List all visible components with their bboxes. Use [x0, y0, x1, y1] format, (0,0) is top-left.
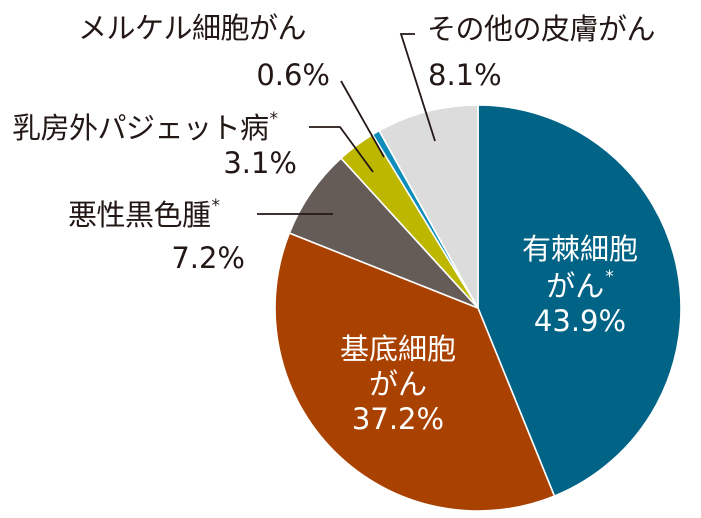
- label-melanoma-name: 悪性黒色腫*: [68, 198, 220, 230]
- label-paget-text: 乳房外パジェット病: [12, 111, 269, 145]
- label-other-name: その他の皮膚がん: [427, 12, 656, 46]
- leader-line-other: [399, 33, 436, 142]
- label-squamous-line2: がん*: [500, 267, 660, 304]
- asterisk-mark: *: [211, 196, 221, 216]
- asterisk-mark: *: [269, 109, 279, 129]
- leader-line-paget: [309, 126, 374, 173]
- label-paget-pct: 3.1%: [223, 146, 297, 180]
- label-squamous-line1: 有棘細胞: [521, 232, 638, 266]
- label-merkel-text: メルケル細胞がん: [78, 11, 307, 45]
- label-squamous-line2-text: がん: [546, 268, 605, 303]
- asterisk-mark: *: [605, 266, 614, 287]
- slice-other: [378, 104, 479, 309]
- label-melanoma-text: 悪性黒色腫: [68, 198, 211, 232]
- label-basal-line1: 基底細胞: [339, 332, 456, 366]
- label-merkel-name: メルケル細胞がん: [78, 11, 307, 45]
- label-merkel-pct: 0.6%: [256, 58, 330, 92]
- label-melanoma-pct: 7.2%: [171, 241, 245, 275]
- leader-line-merkel: [340, 80, 385, 158]
- label-basal-line2: がん: [368, 366, 427, 401]
- label-squamous-pct: 43.9%: [533, 303, 627, 338]
- label-basal-pct: 37.2%: [351, 401, 445, 436]
- label-basal: 基底細胞 がん 37.2%: [318, 332, 478, 436]
- label-paget-name: 乳房外パジェット病*: [12, 111, 278, 143]
- label-other-pct: 8.1%: [428, 58, 502, 92]
- label-squamous: 有棘細胞 がん* 43.9%: [500, 232, 660, 338]
- slice-basal: [274, 232, 556, 512]
- label-other-text: その他の皮膚がん: [427, 12, 656, 46]
- slice-squamous: [477, 104, 682, 497]
